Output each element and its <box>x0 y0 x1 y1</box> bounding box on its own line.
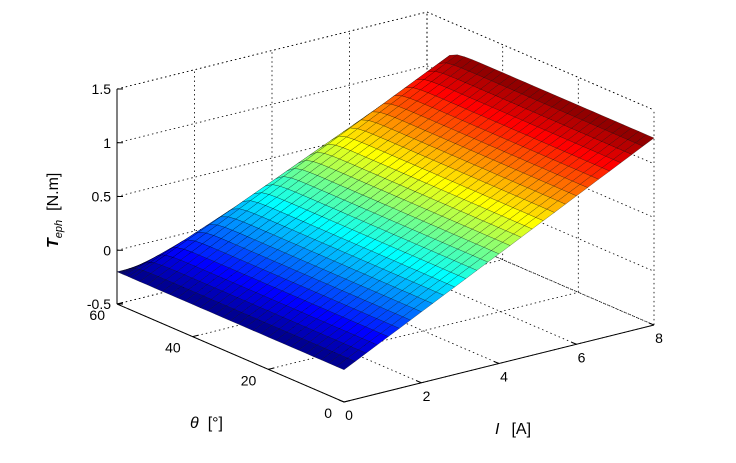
z-axis-symbol: T <box>45 237 62 248</box>
y-axis-unit: [°] <box>208 415 223 432</box>
y-tick <box>343 400 351 403</box>
box-top-back <box>116 11 655 111</box>
x-tick <box>571 341 577 345</box>
x-tick <box>493 361 500 364</box>
x-tick <box>338 399 345 403</box>
z-tick-label: 1 <box>103 135 111 151</box>
surface <box>116 54 655 371</box>
y-tick-label: 60 <box>89 307 105 323</box>
y-tick-label: 0 <box>324 405 332 421</box>
z-tick-label: -0.5 <box>87 296 111 312</box>
y-tick-label: 40 <box>165 340 181 356</box>
z-axis-subscript: eph <box>53 220 65 238</box>
x-tick <box>416 380 422 384</box>
tick-labels: 0 2 4 6 8 0 20 40 60-0.5 0 0.5 1 1.5 <box>87 81 663 423</box>
x-tick-label: 0 <box>345 407 353 423</box>
y-axis-label: θ [°] <box>190 415 223 432</box>
x-axis-symbol: I <box>495 421 500 438</box>
surface-facet <box>336 357 356 371</box>
grid-line-x <box>271 50 500 364</box>
x-tick-label: 2 <box>423 388 431 404</box>
z-axis-label: Teph [N.m] <box>45 173 65 248</box>
x-tick <box>648 322 655 326</box>
x-tick-label: 6 <box>578 349 586 365</box>
x-axis-label: I [A] <box>495 421 531 438</box>
y-tick <box>268 367 275 370</box>
y-axis-symbol: θ <box>190 415 199 432</box>
z-axis-unit: [N.m] <box>45 173 62 211</box>
x-tick-label: 8 <box>655 330 663 346</box>
z-tick-label: 0 <box>103 242 111 258</box>
y-tick-label: 20 <box>241 372 257 388</box>
grid-line-x <box>426 12 655 326</box>
axes <box>116 88 655 403</box>
x-tick-label: 4 <box>500 369 508 385</box>
y-axis-line <box>116 303 345 403</box>
z-tick-label: 1.5 <box>92 81 112 97</box>
x-axis-unit: [A] <box>511 421 531 438</box>
y-tick <box>192 334 199 338</box>
z-tick-label: 0.5 <box>92 189 112 205</box>
grid-line-z <box>116 11 655 111</box>
